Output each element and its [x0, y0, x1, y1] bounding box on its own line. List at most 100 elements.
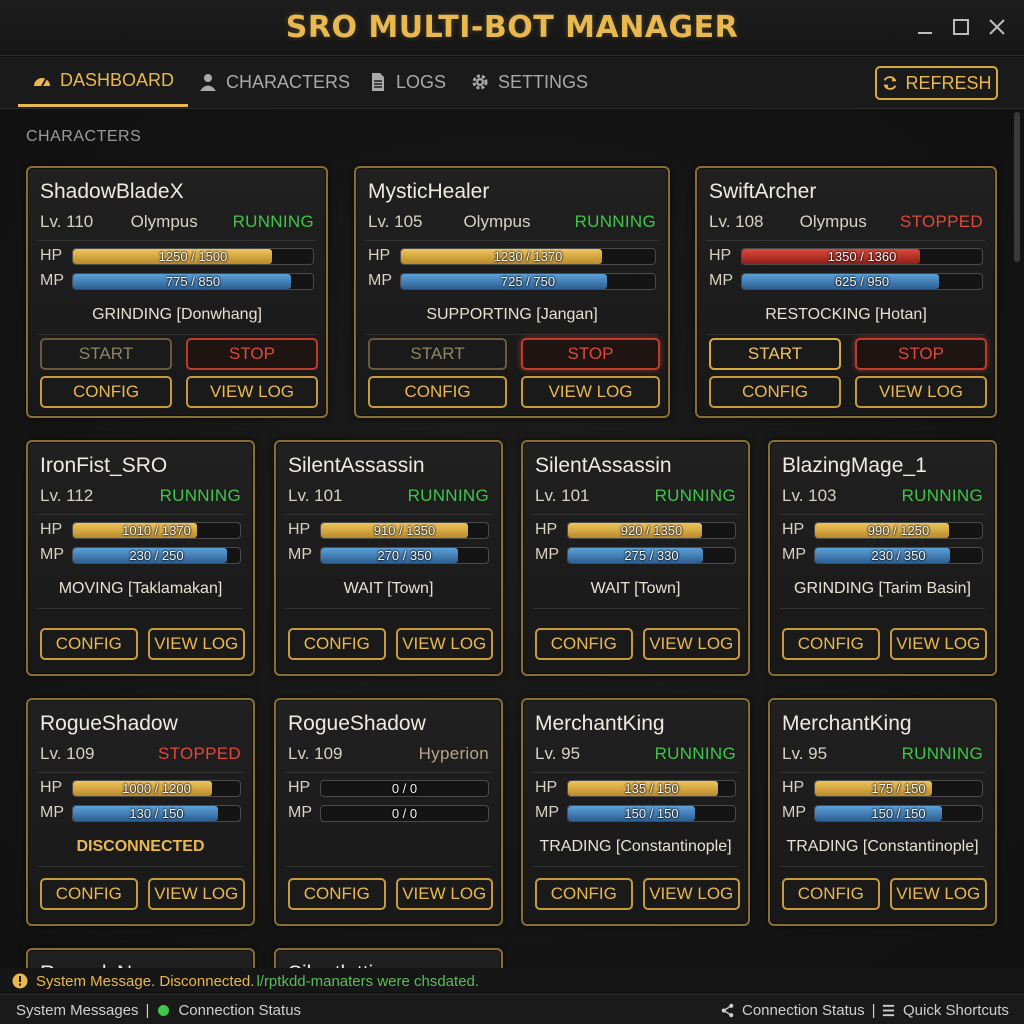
divider — [780, 608, 985, 609]
hp-label: HP — [782, 521, 805, 538]
tab-dashboard[interactable]: DASHBOARD — [18, 57, 189, 107]
character-level: Lv. 112 — [40, 486, 94, 505]
system-message-detail: l/rptkdd-manaters were chsdated. — [256, 972, 480, 990]
hp-value: 135 / 150 — [624, 781, 679, 796]
mp-bar: 230 / 350 — [814, 547, 983, 564]
hp-label: HP — [782, 779, 805, 796]
start-button[interactable]: START — [368, 338, 507, 370]
mp-value: 130 / 150 — [129, 806, 184, 821]
mp-bar: 0 / 0 — [320, 805, 489, 822]
divider — [707, 334, 985, 335]
character-level: Lv. 110 — [40, 212, 94, 231]
hp-bar: 175 / 150 — [814, 780, 983, 797]
mp-fill — [815, 548, 951, 563]
divider — [533, 866, 738, 867]
view-log-button[interactable]: VIEW LOG — [889, 628, 987, 660]
connection-status-link[interactable]: Connection Status | — [720, 1002, 882, 1019]
maximize-icon[interactable] — [950, 16, 972, 38]
config-button[interactable]: CONFIG — [40, 376, 172, 408]
config-button[interactable]: CONFIG — [40, 628, 138, 660]
view-log-button[interactable]: VIEW LOG — [395, 628, 493, 660]
refresh-icon — [884, 76, 897, 90]
config-button[interactable]: CONFIG — [782, 628, 880, 660]
character-card: SilentAssassin Lv. 101 RUNNING HP 920 / 1350… — [521, 440, 750, 676]
hp-fill — [815, 781, 932, 796]
mp-label: MP — [782, 546, 806, 563]
view-log-button[interactable]: VIEW LOG — [642, 878, 740, 910]
hp-fill — [568, 523, 702, 538]
config-button[interactable]: CONFIG — [535, 878, 633, 910]
character-level: Lv. 108 — [709, 212, 764, 231]
user-icon — [200, 74, 216, 91]
stop-button[interactable]: STOP — [855, 338, 987, 370]
start-button[interactable]: START — [709, 338, 841, 370]
character-name: RoguelyN — [40, 962, 132, 968]
hp-fill — [321, 523, 468, 538]
mp-value: 230 / 350 — [871, 548, 926, 563]
close-icon[interactable] — [986, 16, 1008, 38]
config-button[interactable]: CONFIG — [40, 878, 138, 910]
hp-fill — [815, 523, 949, 538]
tab-characters[interactable]: CHARACTERS — [184, 57, 364, 107]
stop-button[interactable]: STOP — [186, 338, 318, 370]
character-card-partial: RoguelyN — [26, 948, 255, 968]
character-card: BlazingMage_1 Lv. 103 RUNNING HP 990 / 1250 M… — [768, 440, 997, 676]
view-log-button[interactable]: VIEW LOG — [186, 376, 318, 408]
hp-bar: 920 / 1350 — [567, 522, 736, 539]
hp-label: HP — [709, 247, 732, 264]
divider — [533, 772, 738, 773]
character-card: MysticHealer Lv. 105 Olympus RUNNING HP 1230 … — [354, 166, 670, 418]
view-log-button[interactable]: VIEW LOG — [642, 628, 740, 660]
status-badge: STOPPED — [899, 212, 983, 231]
config-button[interactable]: CONFIG — [782, 878, 880, 910]
divider — [38, 866, 243, 867]
document-icon — [372, 73, 384, 91]
view-log-button[interactable]: VIEW LOG — [521, 376, 660, 408]
mp-bar: 625 / 950 — [741, 273, 983, 290]
status-badge: RUNNING — [901, 744, 983, 763]
view-log-button[interactable]: VIEW LOG — [147, 628, 245, 660]
start-button[interactable]: START — [40, 338, 172, 370]
character-name: BlazingMage_1 — [782, 454, 927, 477]
mp-fill — [568, 548, 704, 563]
status-bar: System Messages | Connection Status Conn… — [0, 994, 1024, 1024]
character-level: Lv. 101 — [288, 486, 343, 505]
config-button[interactable]: CONFIG — [709, 376, 841, 408]
character-card: ShadowBladeX Lv. 110 Olympus RUNNING HP 1250 … — [26, 166, 328, 418]
mp-fill — [73, 274, 292, 289]
activity-status: TRADING [Constantinople] — [539, 838, 732, 855]
mp-bar: 150 / 150 — [567, 805, 736, 822]
character-card: RogueShadow Lv. 109 STOPPED HP 1000 / 1200 MP… — [26, 698, 255, 926]
tab-settings[interactable]: SETTINGS — [456, 57, 602, 107]
status-badge: Hyperion — [418, 744, 489, 763]
divider — [366, 240, 658, 241]
hp-value: 1000 / 1200 — [122, 781, 191, 796]
system-messages-link[interactable]: System Messages | Connection Status — [16, 1002, 301, 1019]
hp-value: 990 / 1250 — [867, 523, 930, 538]
mp-bar: 270 / 350 — [320, 547, 489, 564]
refresh-button[interactable]: REFRESH — [875, 66, 998, 100]
tab-logs[interactable]: LOGS — [354, 57, 460, 107]
tab-label: CHARACTERS — [226, 71, 351, 92]
divider — [533, 514, 738, 515]
hp-value: 910 / 1350 — [373, 523, 436, 538]
minimize-icon[interactable] — [914, 16, 936, 38]
config-button[interactable]: CONFIG — [535, 628, 633, 660]
view-log-button[interactable]: VIEW LOG — [147, 878, 245, 910]
character-name: IronFist_SRO — [40, 454, 168, 477]
config-button[interactable]: CONFIG — [288, 628, 386, 660]
stop-button[interactable]: STOP — [521, 338, 660, 370]
app-title: SRO MULTI-BOT MANAGER — [285, 10, 739, 45]
scrollbar-thumb[interactable] — [1014, 112, 1020, 262]
quick-shortcuts-link[interactable]: Quick Shortcuts — [881, 1002, 1009, 1019]
mp-label: MP — [40, 272, 64, 289]
character-level: Lv. 109 — [40, 744, 95, 763]
character-name: MysticHealer — [368, 180, 490, 203]
config-button[interactable]: CONFIG — [288, 878, 386, 910]
view-log-button[interactable]: VIEW LOG — [889, 878, 987, 910]
view-log-button[interactable]: VIEW LOG — [855, 376, 987, 408]
config-button[interactable]: CONFIG — [368, 376, 507, 408]
mp-value: 725 / 750 — [500, 274, 556, 289]
view-log-button[interactable]: VIEW LOG — [395, 878, 493, 910]
separator: | — [871, 1002, 876, 1019]
